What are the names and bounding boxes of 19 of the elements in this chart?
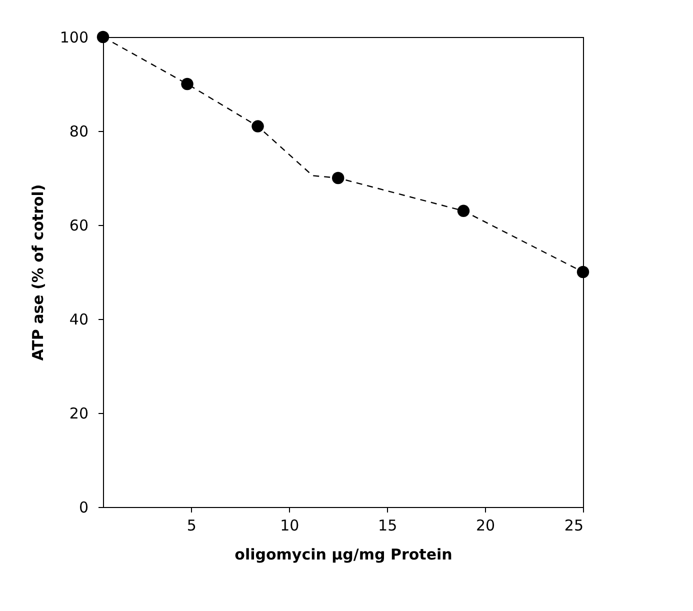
y-tick-label: 40	[69, 310, 88, 328]
point	[252, 120, 264, 132]
x-tick-label: 15	[378, 516, 398, 534]
y-tick-label: 80	[69, 122, 88, 140]
x-tick-label: 10	[280, 516, 300, 534]
point	[332, 172, 344, 184]
point	[96, 30, 110, 44]
point	[457, 204, 470, 218]
x-tick-label: 20	[476, 516, 496, 534]
y-tick-label: 60	[69, 216, 88, 234]
y-tick-label: 20	[69, 404, 88, 422]
y-tick-label: 0	[78, 498, 88, 516]
x-axis-title: oligomycin µg/mg Protein	[234, 546, 452, 564]
x-tick-label: 5	[186, 516, 196, 534]
point	[181, 78, 194, 90]
y-axis-title: ATP ase (% of cotrol)	[28, 184, 47, 361]
x-tick-label: 25	[564, 516, 584, 534]
point	[576, 266, 590, 278]
y-tick-label: 100	[60, 28, 88, 46]
